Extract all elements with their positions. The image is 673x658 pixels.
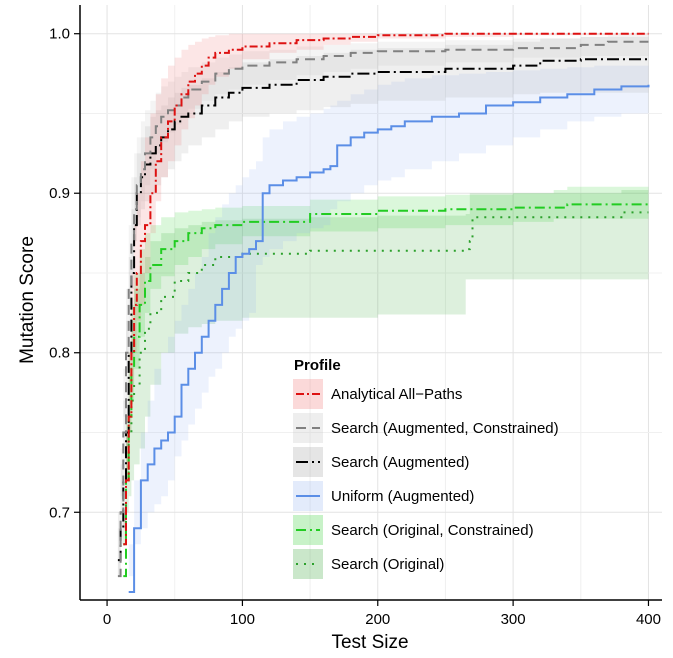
legend: Profile Analytical All−Paths Search (Augm… xyxy=(293,357,559,579)
line-analytical-all-paths xyxy=(123,32,649,546)
band-search-original xyxy=(123,190,649,577)
line-uniform-augmented xyxy=(128,84,650,593)
y-tick-label: 0.7 xyxy=(49,504,70,521)
series-lines xyxy=(117,32,650,593)
line-search-original xyxy=(123,211,649,546)
x-tick-label: 300 xyxy=(501,611,526,628)
legend-title: Profile xyxy=(294,357,341,374)
legend-label-search-augmented: Search (Augmented) xyxy=(331,454,469,471)
legend-label-search-original: Search (Original) xyxy=(331,556,444,573)
x-tick-label: 0 xyxy=(103,611,111,628)
legend-label-analytical-all-paths: Analytical All−Paths xyxy=(331,386,462,403)
line-search-augmented xyxy=(117,58,649,562)
x-tick-label: 200 xyxy=(365,611,390,628)
x-tick-label: 100 xyxy=(230,611,255,628)
axes: 0 100 200 300 400 0.7 0.8 0.9 1.0 xyxy=(49,5,662,628)
confidence-bands xyxy=(117,33,649,624)
x-axis-title: Test Size xyxy=(331,632,408,653)
y-tick-label: 0.9 xyxy=(49,185,70,202)
y-axis-title: Mutation Score xyxy=(17,236,38,364)
legend-label-search-augmented-constrained: Search (Augmented, Constrained) xyxy=(331,420,559,437)
x-tick-label: 400 xyxy=(636,611,661,628)
band-analytical-all-paths xyxy=(123,33,649,577)
band-uniform-augmented xyxy=(128,65,649,609)
grid xyxy=(80,5,662,600)
legend-label-search-original-constrained: Search (Original, Constrained) xyxy=(331,522,534,539)
y-tick-label: 0.8 xyxy=(49,345,70,362)
line-search-augmented-constrained xyxy=(117,40,649,578)
y-tick-label: 1.0 xyxy=(49,26,70,43)
legend-label-uniform-augmented: Uniform (Augmented) xyxy=(331,488,474,505)
band-search-original-constrained xyxy=(123,186,649,609)
band-search-augmented-constrained xyxy=(117,35,649,624)
